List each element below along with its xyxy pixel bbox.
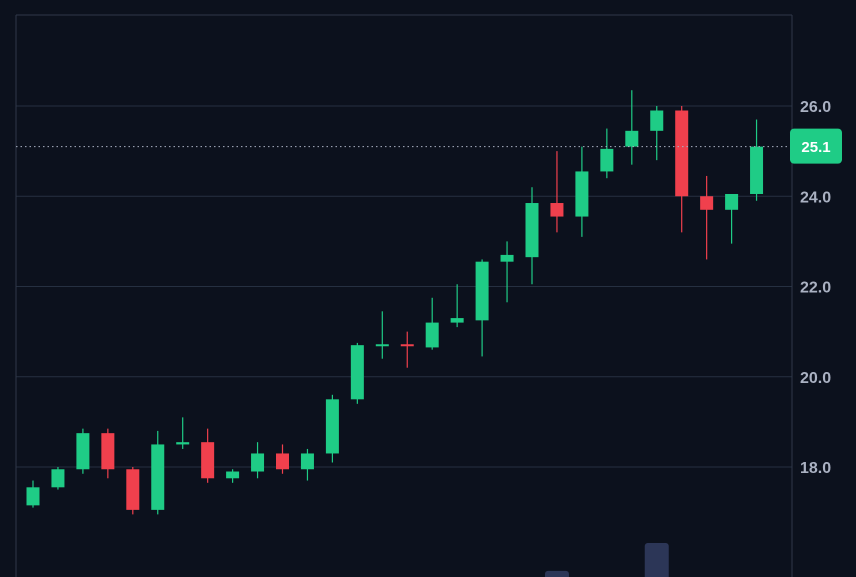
candle-body bbox=[500, 254, 514, 262]
y-tick-label: 24.0 bbox=[800, 189, 831, 206]
candle-body bbox=[600, 148, 614, 172]
volume-bar bbox=[544, 570, 569, 577]
candle-body bbox=[251, 453, 265, 472]
candle[interactable] bbox=[625, 90, 639, 165]
plot-frame bbox=[15, 14, 793, 577]
candle[interactable] bbox=[76, 428, 90, 474]
candle-body bbox=[425, 322, 439, 348]
candle[interactable] bbox=[325, 394, 339, 463]
candle-body bbox=[76, 433, 90, 470]
candle-body bbox=[650, 110, 664, 131]
candle-body bbox=[176, 442, 190, 445]
last-price-tag bbox=[790, 128, 842, 164]
candle[interactable] bbox=[600, 128, 614, 179]
y-axis: 18.0 20.0 22.0 24.0 26.0 bbox=[800, 99, 831, 477]
candle[interactable] bbox=[400, 331, 414, 368]
candle[interactable] bbox=[126, 467, 140, 515]
volume-bar bbox=[644, 543, 669, 577]
candle[interactable] bbox=[525, 187, 539, 285]
candle-body bbox=[550, 203, 564, 217]
candle[interactable] bbox=[725, 193, 739, 244]
candle-body bbox=[750, 146, 764, 194]
candle[interactable] bbox=[151, 430, 165, 515]
y-tick-label: 20.0 bbox=[800, 370, 831, 387]
candle[interactable] bbox=[650, 106, 664, 161]
volume-bars bbox=[544, 543, 669, 577]
candle-body bbox=[26, 487, 40, 506]
candle-body bbox=[700, 196, 714, 210]
candle[interactable] bbox=[750, 119, 764, 201]
candle-body bbox=[400, 344, 414, 347]
last-price-indicator: 25.1 bbox=[16, 128, 842, 164]
candle-body bbox=[126, 469, 140, 510]
candle[interactable] bbox=[51, 467, 65, 490]
candle-body bbox=[325, 399, 339, 454]
candle[interactable] bbox=[251, 442, 265, 479]
candle[interactable] bbox=[26, 480, 40, 508]
candle-body bbox=[525, 203, 539, 258]
candle-body bbox=[350, 345, 364, 400]
candle[interactable] bbox=[276, 444, 289, 474]
candle[interactable] bbox=[475, 259, 489, 357]
candle-body bbox=[625, 130, 639, 147]
candle-body bbox=[300, 453, 314, 470]
candle[interactable] bbox=[575, 146, 589, 237]
candle[interactable] bbox=[201, 428, 215, 483]
candle[interactable] bbox=[300, 448, 314, 481]
candle-body bbox=[101, 433, 115, 470]
candle-body bbox=[151, 444, 165, 510]
gridlines bbox=[16, 105, 792, 468]
candle[interactable] bbox=[226, 469, 240, 483]
candle-body bbox=[675, 110, 689, 197]
candle[interactable] bbox=[375, 311, 389, 359]
last-price-label: 25.1 bbox=[801, 139, 830, 156]
candle[interactable] bbox=[700, 175, 714, 260]
candle[interactable] bbox=[500, 241, 514, 303]
candle-body bbox=[201, 442, 215, 479]
candle-body bbox=[575, 171, 589, 217]
candles bbox=[26, 90, 764, 515]
y-tick-label: 26.0 bbox=[800, 99, 831, 116]
candle[interactable] bbox=[350, 342, 364, 404]
candle-body bbox=[51, 469, 65, 488]
candle[interactable] bbox=[425, 297, 439, 350]
candle[interactable] bbox=[450, 284, 464, 328]
candle-body bbox=[226, 471, 240, 479]
candle-body bbox=[450, 318, 464, 323]
candle[interactable] bbox=[550, 151, 564, 233]
candle[interactable] bbox=[176, 417, 190, 449]
candle-body bbox=[725, 193, 739, 210]
y-tick-label: 18.0 bbox=[800, 460, 831, 477]
candle[interactable] bbox=[675, 106, 689, 233]
candle-body bbox=[375, 344, 389, 347]
candle[interactable] bbox=[101, 428, 115, 479]
y-tick-label: 22.0 bbox=[800, 280, 831, 297]
candle-body bbox=[475, 261, 489, 321]
candle-body bbox=[276, 453, 289, 470]
